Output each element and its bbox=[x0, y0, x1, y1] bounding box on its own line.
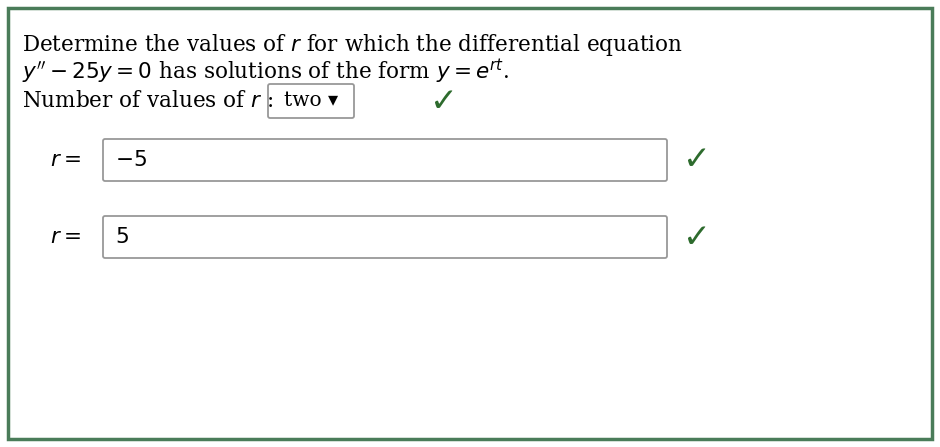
FancyBboxPatch shape bbox=[103, 216, 667, 258]
Text: ✓: ✓ bbox=[683, 143, 711, 177]
FancyBboxPatch shape bbox=[8, 8, 932, 439]
Text: $5$: $5$ bbox=[115, 226, 129, 248]
Text: $-5$: $-5$ bbox=[115, 149, 147, 171]
Text: ✓: ✓ bbox=[430, 84, 458, 118]
Text: $y'' - 25y = 0$ has solutions of the form $y = e^{rt}$.: $y'' - 25y = 0$ has solutions of the for… bbox=[22, 57, 509, 86]
Text: $r =$: $r =$ bbox=[50, 226, 81, 248]
FancyBboxPatch shape bbox=[268, 84, 354, 118]
Text: two ▾: two ▾ bbox=[284, 92, 338, 110]
Text: ✓: ✓ bbox=[683, 220, 711, 253]
Text: Determine the values of $r$ for which the differential equation: Determine the values of $r$ for which th… bbox=[22, 32, 683, 58]
FancyBboxPatch shape bbox=[103, 139, 667, 181]
Text: $r =$: $r =$ bbox=[50, 149, 81, 171]
Text: Number of values of $r$ :: Number of values of $r$ : bbox=[22, 90, 273, 112]
